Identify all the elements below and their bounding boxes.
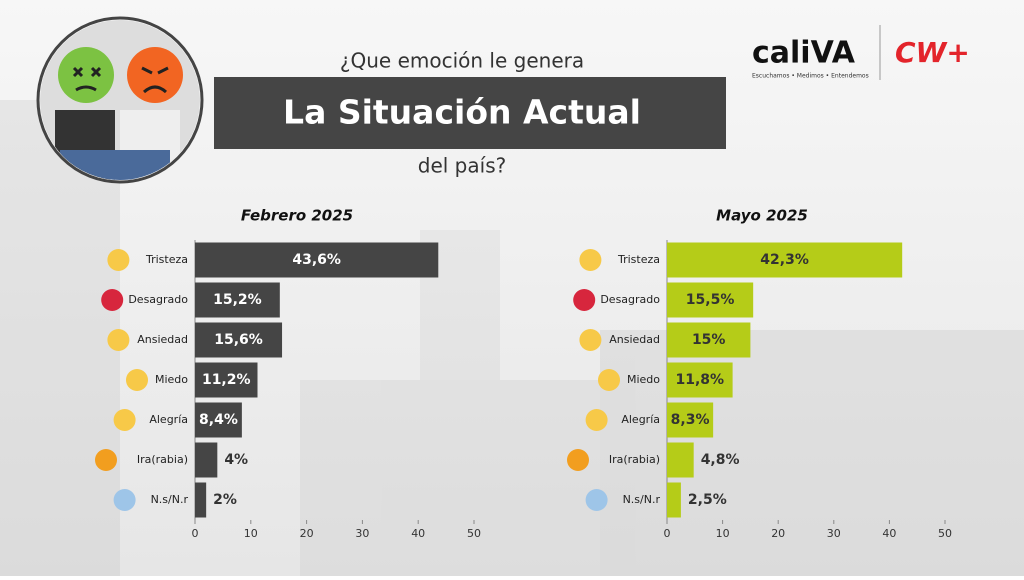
value-label: 4,8% [701,452,740,468]
brand-logo: caliVA [752,36,856,71]
question-bottom: del país? [418,154,506,178]
category-label: Desagrado [600,293,660,306]
x-tick-label: 30 [827,527,841,540]
bar [195,282,280,318]
value-label: 8,3% [671,412,710,428]
question-top: ¿Que emoción le genera [340,49,584,73]
chart-title: Febrero 2025 [241,207,353,225]
x-tick-label: 40 [882,527,896,540]
bar [195,242,439,278]
category-label: Tristeza [617,253,660,266]
bar [667,482,681,518]
value-label: 11,2% [202,372,251,388]
x-tick-label: 50 [938,527,952,540]
category-label: N.s/N.r [623,493,661,506]
value-label: 15,2% [213,292,262,308]
emoji-icon [95,449,117,471]
emoji-icon [113,409,136,431]
x-tick-label: 40 [411,527,425,540]
emoji-icon [573,289,596,311]
x-tick-label: 20 [300,527,314,540]
category-label: Desagrado [128,293,188,306]
x-tick-label: 20 [771,527,785,540]
value-label: 15% [692,332,726,348]
emoji-icon [598,369,620,391]
x-tick-label: 0 [192,527,199,540]
value-label: 11,8% [676,372,725,388]
partner-logo: CW+ [895,36,970,69]
bar [195,322,283,358]
bar [667,282,754,318]
value-label: 42,3% [760,252,809,268]
emoji-icon [126,369,148,391]
category-label: Alegría [621,413,660,426]
emoji-icon [567,449,589,471]
x-tick-label: 50 [467,527,481,540]
bar [667,402,714,438]
category-label: Ira(rabia) [609,453,660,466]
category-label: Alegría [149,413,188,426]
emoji-icon [585,489,608,511]
category-label: Tristeza [145,253,188,266]
value-label: 8,4% [199,412,238,428]
category-label: Miedo [155,373,188,386]
category-label: Ansiedad [609,333,660,346]
category-label: Ira(rabia) [137,453,188,466]
emoji-icon [585,409,608,431]
value-label: 4% [224,452,248,468]
value-label: 2% [213,492,237,508]
x-tick-label: 10 [244,527,258,540]
chart-title: Mayo 2025 [716,207,808,225]
emoji-icon [579,249,602,271]
value-label: 15,6% [214,332,263,348]
bar [195,482,207,518]
value-label: 15,5% [686,292,735,308]
x-tick-label: 0 [664,527,671,540]
emoji-icon [107,329,130,351]
x-tick-label: 30 [355,527,369,540]
emoji-icon [107,249,130,271]
bar [667,362,733,398]
bar [195,402,242,438]
category-label: Ansiedad [137,333,188,346]
bar [195,442,218,478]
category-label: Miedo [627,373,660,386]
emoji-icon [579,329,602,351]
x-tick-label: 10 [716,527,730,540]
title: La Situación Actual [283,93,641,132]
category-label: N.s/N.r [151,493,189,506]
bar [667,242,903,278]
emoji-icon [113,489,136,511]
brand-tagline: Escuchamos • Medimos • Entendemos [752,73,869,80]
bar [667,442,694,478]
value-label: 2,5% [688,492,727,508]
emoji-icon [101,289,124,311]
title-banner [214,77,726,149]
value-label: 43,6% [292,252,341,268]
bar [667,322,751,358]
bar [195,362,258,398]
